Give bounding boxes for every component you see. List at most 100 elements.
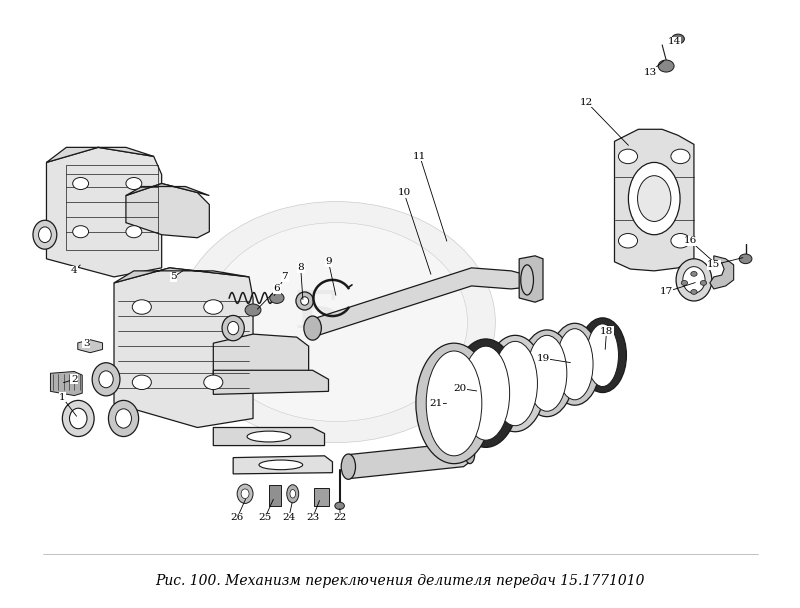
Ellipse shape: [228, 322, 238, 335]
Polygon shape: [126, 184, 210, 196]
Polygon shape: [46, 147, 154, 162]
Circle shape: [700, 280, 706, 285]
Text: 12: 12: [580, 98, 594, 106]
Polygon shape: [269, 485, 281, 506]
Ellipse shape: [304, 316, 322, 340]
Ellipse shape: [586, 324, 618, 387]
Circle shape: [618, 149, 638, 164]
Polygon shape: [313, 268, 527, 337]
Polygon shape: [233, 456, 333, 474]
Ellipse shape: [521, 265, 534, 295]
Text: 7: 7: [282, 272, 288, 282]
Polygon shape: [214, 370, 329, 395]
Ellipse shape: [38, 227, 51, 243]
Ellipse shape: [286, 485, 298, 503]
Text: 18: 18: [600, 326, 613, 336]
Circle shape: [204, 300, 223, 314]
Polygon shape: [614, 130, 694, 271]
Ellipse shape: [493, 341, 538, 426]
Ellipse shape: [578, 318, 626, 393]
Circle shape: [178, 202, 495, 443]
Text: 9: 9: [325, 257, 332, 266]
Circle shape: [671, 233, 690, 248]
Text: 8: 8: [298, 263, 304, 272]
Circle shape: [126, 226, 142, 238]
Text: 17: 17: [659, 288, 673, 297]
Ellipse shape: [557, 329, 593, 400]
Text: Рис. 100. Механизм переключения делителя передач 15.1771010: Рис. 100. Механизм переключения делителя…: [155, 574, 645, 588]
Circle shape: [206, 223, 467, 421]
Ellipse shape: [99, 371, 114, 388]
Ellipse shape: [115, 409, 131, 428]
Ellipse shape: [550, 323, 600, 405]
Ellipse shape: [638, 176, 671, 221]
Text: 23: 23: [306, 513, 319, 522]
Text: 4: 4: [71, 266, 78, 275]
Text: 15: 15: [707, 260, 721, 269]
Circle shape: [672, 34, 685, 44]
Circle shape: [682, 280, 687, 285]
Circle shape: [618, 233, 638, 248]
Polygon shape: [214, 334, 309, 385]
Ellipse shape: [222, 316, 244, 340]
Text: 24: 24: [282, 513, 295, 522]
Circle shape: [73, 178, 89, 190]
Ellipse shape: [453, 339, 519, 447]
Polygon shape: [46, 147, 162, 277]
Text: 26: 26: [230, 513, 244, 522]
Text: 21: 21: [429, 399, 442, 408]
Circle shape: [204, 375, 223, 390]
Ellipse shape: [296, 292, 314, 310]
Ellipse shape: [259, 460, 302, 469]
Text: 16: 16: [683, 237, 697, 245]
Ellipse shape: [462, 346, 510, 440]
Text: Б: Б: [294, 288, 339, 339]
Text: 22: 22: [334, 513, 347, 522]
Ellipse shape: [426, 351, 482, 456]
Text: 10: 10: [398, 188, 410, 197]
Ellipse shape: [416, 343, 492, 464]
Ellipse shape: [520, 330, 574, 416]
Text: 3: 3: [83, 339, 90, 348]
Text: 14: 14: [667, 38, 681, 46]
Ellipse shape: [62, 401, 94, 437]
Circle shape: [73, 226, 89, 238]
Circle shape: [739, 254, 752, 264]
Ellipse shape: [109, 401, 138, 437]
Ellipse shape: [485, 336, 546, 432]
Polygon shape: [126, 184, 210, 238]
Polygon shape: [710, 256, 734, 289]
Ellipse shape: [247, 431, 290, 442]
Circle shape: [690, 289, 697, 294]
Circle shape: [690, 271, 697, 276]
Ellipse shape: [237, 484, 253, 503]
Polygon shape: [314, 488, 329, 506]
Ellipse shape: [241, 489, 249, 499]
Ellipse shape: [683, 267, 705, 293]
Circle shape: [270, 292, 284, 303]
Text: 6: 6: [274, 285, 280, 294]
Polygon shape: [348, 443, 471, 478]
Text: 19: 19: [536, 354, 550, 363]
Ellipse shape: [629, 162, 680, 235]
Text: 5: 5: [170, 272, 177, 282]
Ellipse shape: [527, 336, 567, 411]
Circle shape: [132, 300, 151, 314]
Polygon shape: [114, 268, 253, 427]
Ellipse shape: [70, 408, 87, 429]
Ellipse shape: [465, 446, 474, 464]
Text: 13: 13: [644, 67, 657, 77]
Polygon shape: [78, 340, 102, 353]
Ellipse shape: [301, 297, 309, 305]
Ellipse shape: [342, 454, 355, 479]
Polygon shape: [114, 268, 249, 283]
Circle shape: [126, 178, 142, 190]
Polygon shape: [50, 371, 82, 396]
Ellipse shape: [92, 363, 120, 396]
Text: 25: 25: [258, 513, 271, 522]
Text: 20: 20: [453, 384, 466, 393]
Ellipse shape: [33, 220, 57, 249]
Polygon shape: [214, 427, 325, 446]
Ellipse shape: [676, 259, 712, 301]
Circle shape: [132, 375, 151, 390]
